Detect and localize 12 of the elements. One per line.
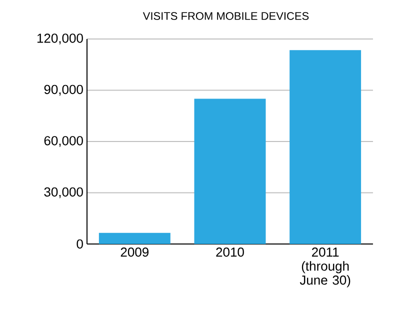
bar <box>290 50 362 244</box>
y-tick-label: 90,000 <box>44 84 83 96</box>
bar <box>194 98 266 244</box>
x-tick-label: 2009 <box>120 248 149 257</box>
chart-title: VISITS FROM MOBILE DEVICES <box>142 12 309 20</box>
y-tick-label: 120,000 <box>37 34 83 44</box>
bar <box>98 232 170 244</box>
x-tick-label: 2010 <box>216 248 244 257</box>
x-tick-label: 2011 (through June 30) <box>300 248 350 288</box>
y-tick-label: 0 <box>76 239 83 249</box>
y-tick-label: 60,000 <box>44 136 83 147</box>
y-tick-label: 30,000 <box>44 187 83 198</box>
